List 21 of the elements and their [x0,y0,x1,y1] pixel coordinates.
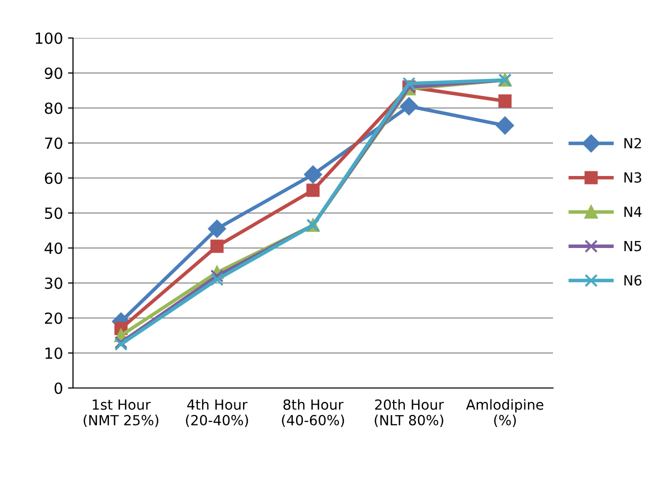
y-tick-label: 40 [44,242,62,254]
legend-label: N6 [624,275,642,286]
legend-label: N4 [624,206,642,217]
x-tick-label: 4th Hour (20-40%) [186,399,248,428]
y-tick-label: 50 [45,207,62,220]
legend-label: N2 [624,138,641,148]
x-tick-label: 1st Hour (NMT 25%) [84,400,158,428]
y-tick-label: 70 [45,137,62,150]
legend-label: N5 [624,240,642,252]
y-tick-label: 100 [36,32,62,44]
y-tick-label: 0 [54,382,62,394]
y-tick-label: 80 [44,102,62,114]
x-tick-label: Amlodipine (%) [466,399,544,428]
legend-label: N3 [624,172,642,183]
y-tick-label: 10 [46,347,62,360]
y-tick-label: 60 [44,172,62,184]
y-tick-label: 90 [44,67,62,80]
y-tick-label: 20 [44,312,62,324]
x-tick-label: 8th Hour (40-60%) [282,399,344,428]
x-tick-label: 20th Hour (NLT 80%) [374,399,444,428]
y-tick-label: 30 [45,277,62,290]
